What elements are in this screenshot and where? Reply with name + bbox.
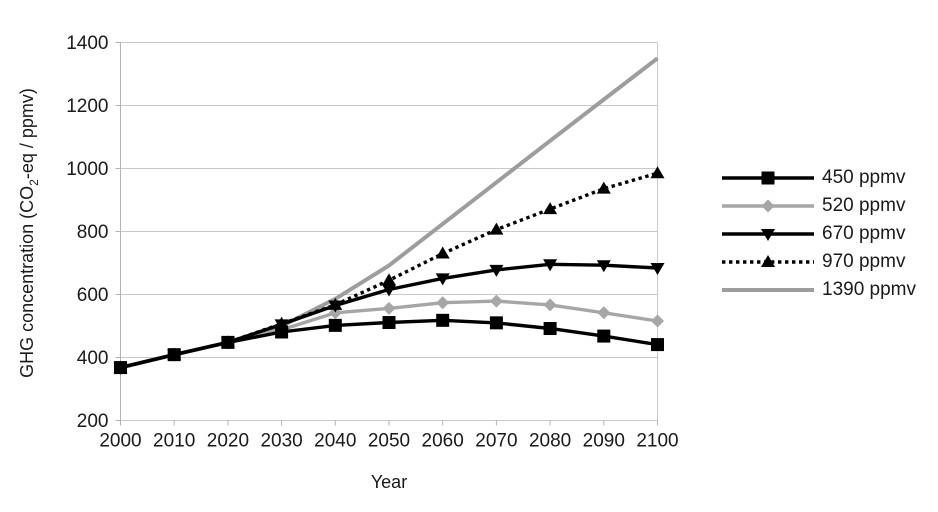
legend-sample-line xyxy=(722,199,814,213)
triangle-up-marker-icon xyxy=(543,202,558,215)
legend-label: 450 ppmv xyxy=(822,167,906,188)
series-450-ppmv xyxy=(114,313,664,375)
square-marker-icon xyxy=(761,171,775,185)
square-marker-icon xyxy=(651,338,664,352)
x-tick-label: 2080 xyxy=(529,431,571,452)
diamond-marker-icon xyxy=(761,199,775,213)
triangle-up-marker-icon xyxy=(489,222,504,235)
legend-sample-line xyxy=(722,171,814,185)
x-tick-label: 2070 xyxy=(475,431,517,452)
y-axis-title-prefix: GHG concentration (CO xyxy=(17,185,38,378)
legend-item: 520 ppmv xyxy=(722,192,916,220)
y-tick-label: 1000 xyxy=(66,159,108,180)
triangle-up-marker-icon xyxy=(220,335,235,348)
y-tick-label: 800 xyxy=(77,222,109,243)
x-tick-label: 2100 xyxy=(636,431,678,452)
diamond-marker-icon xyxy=(382,301,396,315)
y-axis-title-suffix: -eq / ppmv) xyxy=(17,88,38,180)
x-tick-label: 2030 xyxy=(260,431,302,452)
legend-sample-line xyxy=(722,255,814,267)
triangle-up-marker-icon xyxy=(650,166,665,179)
triangle-down-marker-icon xyxy=(382,284,396,297)
triangle-up-marker-icon xyxy=(596,181,611,194)
legend: 450 ppmv 520 ppmv 670 ppmv 970 ppmv 1390… xyxy=(722,164,916,304)
y-tick-label: 200 xyxy=(77,411,109,432)
triangle-up-marker-icon xyxy=(382,273,396,286)
square-marker-icon xyxy=(436,313,450,327)
legend-item: 670 ppmv xyxy=(722,220,916,248)
x-tick-label: 2040 xyxy=(314,431,356,452)
legend-label: 970 ppmv xyxy=(822,251,906,272)
diamond-marker-icon xyxy=(436,296,450,310)
triangle-down-marker-icon xyxy=(596,260,611,273)
triangle-up-marker-icon xyxy=(113,360,128,373)
square-marker-icon xyxy=(597,329,611,343)
square-marker-icon xyxy=(489,316,503,330)
square-marker-icon xyxy=(382,316,396,330)
triangle-down-marker-icon xyxy=(543,259,558,272)
x-tick-label: 2020 xyxy=(207,431,249,452)
x-tick-label: 2060 xyxy=(422,431,464,452)
y-axis-title: GHG concentration (CO2-eq / ppmv) xyxy=(17,88,41,378)
triangle-down-marker-icon xyxy=(489,264,504,277)
y-axis-title-subscript: 2 xyxy=(26,179,41,186)
square-marker-icon xyxy=(543,322,557,336)
triangle-up-marker-icon xyxy=(761,255,775,267)
legend-item: 450 ppmv xyxy=(722,164,916,192)
y-tick-label: 1200 xyxy=(66,96,108,117)
legend-label: 520 ppmv xyxy=(822,195,906,216)
y-tick-label: 600 xyxy=(77,285,109,306)
legend-item: 1390 ppmv xyxy=(722,276,916,304)
diamond-marker-icon xyxy=(597,306,611,320)
triangle-down-marker-icon xyxy=(435,273,450,286)
triangle-down-marker-icon xyxy=(761,229,775,241)
x-tick-label: 2050 xyxy=(368,431,410,452)
x-tick-label: 2010 xyxy=(153,431,195,452)
square-marker-icon xyxy=(328,318,342,332)
legend-sample-line xyxy=(722,288,814,292)
triangle-up-marker-icon xyxy=(274,316,289,329)
x-axis-title: Year xyxy=(370,472,408,492)
diamond-marker-icon xyxy=(651,314,664,328)
triangle-up-marker-icon xyxy=(435,246,450,259)
triangle-up-marker-icon xyxy=(167,347,182,360)
triangle-down-marker-icon xyxy=(650,263,665,276)
legend-sample-line xyxy=(722,229,814,241)
legend-label: 670 ppmv xyxy=(822,223,906,244)
diamond-marker-icon xyxy=(543,298,557,312)
y-tick-label: 1400 xyxy=(66,33,108,54)
x-tick-label: 2000 xyxy=(99,431,141,452)
series-line xyxy=(120,171,658,370)
series-970-ppmv xyxy=(113,166,665,373)
legend-label: 1390 ppmv xyxy=(822,279,917,300)
triangle-up-marker-icon xyxy=(328,297,343,310)
diamond-marker-icon xyxy=(489,294,503,308)
y-tick-label: 400 xyxy=(77,348,109,369)
x-tick-label: 2090 xyxy=(583,431,625,452)
legend-item: 970 ppmv xyxy=(722,248,916,276)
